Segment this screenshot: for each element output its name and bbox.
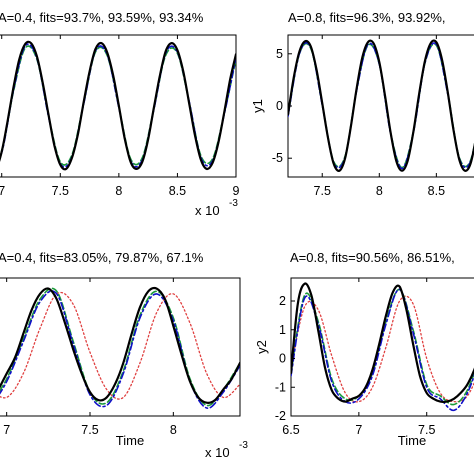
panel-bottom-right: A=0.8, fits=90.56%, 86.51%, 6.5 7 7.5 -2 -1 0… <box>254 250 474 448</box>
series-group <box>291 282 474 412</box>
series-line-dotted-red <box>0 291 240 400</box>
y-tick-label: -1 <box>275 380 286 394</box>
chart-title: A=0.4, fits=83.05%, 79.87%, 67.1% <box>0 250 204 265</box>
plot-frame <box>290 277 474 417</box>
y-tick-label: 0 <box>279 352 286 366</box>
x-tick-label: 7.5 <box>314 184 331 198</box>
x-tick-label: 7.5 <box>52 184 69 198</box>
tick-group: 7 7.5 8 8.5 9 <box>0 35 240 198</box>
x-tick-label: 7.5 <box>418 423 435 437</box>
x-axis-label: Time <box>116 433 144 448</box>
chart-title: A=0.8, fits=90.56%, 86.51%, <box>290 250 455 265</box>
y-axis-label: y1 <box>250 99 265 113</box>
y-tick-label: -2 <box>275 409 286 423</box>
y-tick-label: 1 <box>279 323 286 337</box>
tick-group: 7 7.5 8 <box>3 278 177 437</box>
y-axis-label: y2 <box>254 340 269 354</box>
series-line-solid-black <box>0 286 240 404</box>
x-tick-label: 7 <box>3 423 10 437</box>
x-exponent-power: -3 <box>239 440 248 451</box>
panel-bottom-left: A=0.4, fits=83.05%, 79.87%, 67.1% 7 7.5 8 … <box>0 250 248 460</box>
series-line-solid-black <box>291 282 474 404</box>
x-exponent-base: x 10 <box>205 445 230 460</box>
x-tick-label: 7 <box>355 423 362 437</box>
series-line-solid-black <box>0 40 236 171</box>
x-tick-label: 9 <box>233 184 240 198</box>
series-line-solid-black <box>288 39 474 172</box>
y-tick-label: 0 <box>276 99 283 113</box>
x-tick-label: 7.5 <box>81 423 98 437</box>
chart-title: A=0.8, fits=96.3%, 93.92%, <box>288 10 446 25</box>
series-group <box>0 40 236 171</box>
plot-frame <box>0 277 241 417</box>
chart-title: A=0.4, fits=93.7%, 93.59%, 93.34% <box>0 10 204 25</box>
x-tick-label: 8 <box>115 184 122 198</box>
series-group <box>288 39 474 172</box>
x-tick-label: 8 <box>170 423 177 437</box>
x-exponent-power: -3 <box>229 198 238 209</box>
y-tick-label: -5 <box>272 151 283 165</box>
tick-group: 6.5 7 7.5 -2 -1 0 1 2 <box>275 278 435 437</box>
panel-top-left: A=0.4, fits=93.7%, 93.59%, 93.34% 7 7.5 8 8… <box>0 10 240 218</box>
y-tick-label: 2 <box>279 294 286 308</box>
x-tick-label: 7 <box>0 184 5 198</box>
plot-frame <box>287 34 474 178</box>
y-tick-label: 5 <box>276 47 283 61</box>
x-tick-label: 8.5 <box>428 184 445 198</box>
x-axis-label: Time <box>398 433 426 448</box>
x-tick-label: 8.5 <box>169 184 186 198</box>
series-group <box>0 286 240 409</box>
x-tick-label: 6.5 <box>282 423 299 437</box>
tick-group: 7.5 8 8.5 -5 0 5 <box>272 35 445 198</box>
series-line-dash-dot-blue <box>291 288 474 412</box>
panel-top-right: A=0.8, fits=96.3%, 93.92%, 7.5 8 8.5 -5 0 5 y… <box>250 10 474 198</box>
x-tick-label: 8 <box>376 184 383 198</box>
x-exponent-base: x 10 <box>195 203 220 218</box>
